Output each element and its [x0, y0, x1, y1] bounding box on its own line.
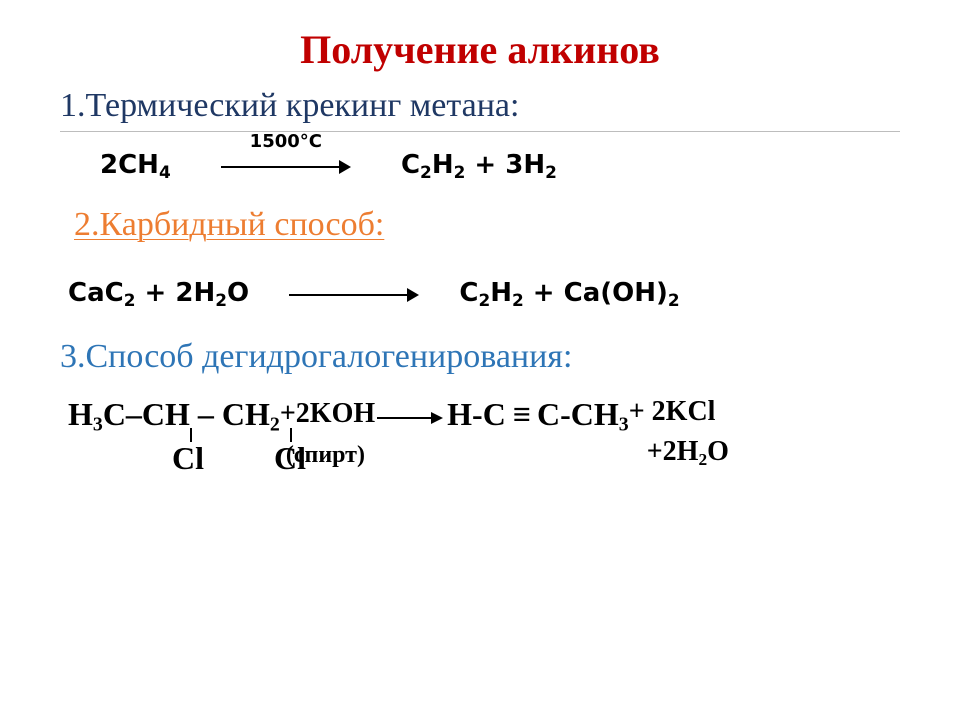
eq3-kcl: + 2KCl +2H2O — [629, 394, 716, 429]
reaction-arrow-icon: 1500°C — [221, 151, 351, 181]
slide-title: Получение алкинов — [60, 26, 900, 73]
section-2-heading: 2.Карбидный способ: — [74, 206, 900, 244]
equation-1: 2CH4 1500°C C2H2 + 3H2 — [100, 150, 900, 182]
eq3-koh: +2KOH (спирт) — [280, 396, 375, 431]
eq1-left: 2CH4 — [100, 150, 171, 180]
eq3-left: H3C–CH – CH2 Cl Cl — [68, 394, 280, 437]
section-3-heading: 3.Способ дегидрогалогенирования: — [60, 338, 900, 376]
eq2-left: CaC2 + 2H2O — [68, 278, 249, 308]
eq3-h2o: +2H2O — [647, 434, 729, 471]
equation-2-text: CaC2 + 2H2O C2H2 + Ca(OH)2 — [68, 278, 680, 308]
eq3-cl1: Cl — [172, 438, 204, 478]
reaction-arrow-icon — [289, 279, 419, 309]
eq3-spirt: (спирт) — [286, 440, 365, 470]
reaction-arrow-icon — [377, 412, 443, 424]
divider — [60, 131, 900, 132]
eq1-right: C2H2 + 3H2 — [401, 150, 557, 180]
slide: Получение алкинов 1.Термический крекинг … — [0, 0, 960, 720]
equation-2: CaC2 + 2H2O C2H2 + Ca(OH)2 — [68, 278, 900, 310]
eq2-right: C2H2 + Ca(OH)2 — [459, 278, 679, 308]
eq3-right: H-C ≡ C-CH3 — [447, 394, 629, 437]
equation-3: H3C–CH – CH2 Cl Cl +2KOH (спирт) H-C ≡ C… — [68, 394, 900, 437]
equation-1-text: 2CH4 1500°C C2H2 + 3H2 — [100, 150, 557, 180]
section-1-heading: 1.Термический крекинг метана: — [60, 87, 900, 125]
arrow-condition: 1500°C — [221, 131, 351, 152]
